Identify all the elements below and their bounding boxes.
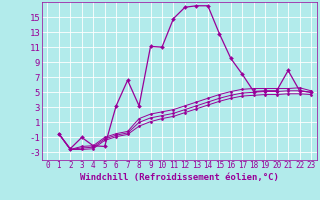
X-axis label: Windchill (Refroidissement éolien,°C): Windchill (Refroidissement éolien,°C) [80, 173, 279, 182]
